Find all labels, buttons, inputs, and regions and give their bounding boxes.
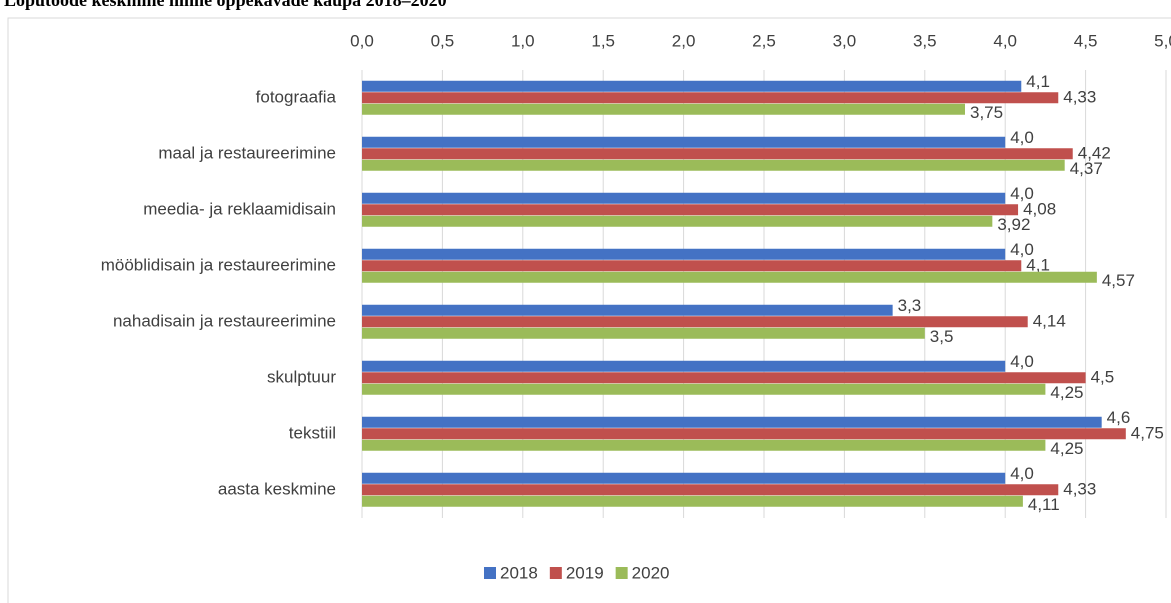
bar bbox=[362, 495, 1023, 507]
value-label: 4,75 bbox=[1131, 423, 1164, 442]
value-label: 4,08 bbox=[1023, 199, 1056, 218]
bar bbox=[362, 248, 1006, 260]
legend-label: 2018 bbox=[500, 563, 538, 582]
bar bbox=[362, 327, 925, 339]
value-label: 4,1 bbox=[1026, 72, 1050, 91]
legend-label: 2020 bbox=[632, 563, 670, 582]
bar bbox=[362, 80, 1022, 92]
value-label: 3,3 bbox=[898, 296, 922, 315]
x-tick-label: 0,0 bbox=[350, 31, 374, 50]
value-label: 4,37 bbox=[1070, 159, 1103, 178]
chart-frame bbox=[7, 17, 1171, 603]
bar bbox=[362, 360, 1006, 372]
y-tick-label: meedia- ja reklaamidisain bbox=[143, 199, 336, 218]
x-tick-label: 2,0 bbox=[672, 31, 696, 50]
x-tick-label: 4,5 bbox=[1074, 31, 1098, 50]
y-tick-label: skulptuur bbox=[267, 367, 336, 386]
value-label: 4,0 bbox=[1010, 184, 1034, 203]
bar bbox=[362, 159, 1065, 171]
legend-swatch bbox=[615, 567, 628, 579]
x-tick-label: 1,5 bbox=[591, 31, 615, 50]
y-tick-label: fotograafia bbox=[256, 87, 337, 106]
bar bbox=[362, 472, 1006, 484]
bar bbox=[362, 260, 1022, 272]
bar bbox=[362, 416, 1102, 428]
bar bbox=[362, 136, 1006, 148]
chart-title: Lõputööde keskmine hinne õppekavade kaup… bbox=[4, 0, 447, 10]
value-label: 3,75 bbox=[970, 103, 1003, 122]
x-tick-label: 0,5 bbox=[431, 31, 455, 50]
legend-swatch bbox=[484, 567, 496, 579]
value-label: 4,6 bbox=[1107, 408, 1131, 427]
value-label: 3,5 bbox=[930, 327, 954, 346]
bar bbox=[362, 383, 1046, 395]
value-label: 4,57 bbox=[1102, 271, 1135, 290]
value-label: 4,0 bbox=[1010, 352, 1034, 371]
value-label: 4,25 bbox=[1050, 383, 1083, 402]
bar bbox=[362, 316, 1028, 328]
bar bbox=[362, 439, 1046, 451]
y-tick-label: maal ja restaureerimine bbox=[158, 143, 336, 162]
bar bbox=[362, 92, 1059, 104]
value-label: 4,1 bbox=[1026, 255, 1050, 274]
value-label: 4,33 bbox=[1063, 479, 1096, 498]
value-label: 4,42 bbox=[1078, 143, 1111, 162]
bar bbox=[362, 304, 893, 316]
x-tick-label: 3,0 bbox=[833, 31, 857, 50]
value-label: 4,0 bbox=[1010, 128, 1034, 147]
bar bbox=[362, 372, 1086, 384]
x-tick-label: 4,0 bbox=[993, 31, 1017, 50]
bar bbox=[362, 484, 1059, 496]
x-tick-label: 5,0 bbox=[1154, 31, 1171, 50]
x-tick-label: 1,0 bbox=[511, 31, 535, 50]
bar bbox=[362, 215, 993, 227]
bar bbox=[362, 103, 965, 115]
value-label: 4,5 bbox=[1091, 367, 1115, 386]
bar bbox=[362, 204, 1019, 216]
value-label: 3,92 bbox=[997, 215, 1030, 234]
legend-swatch bbox=[549, 567, 562, 579]
y-tick-label: aasta keskmine bbox=[218, 479, 336, 498]
legend-label: 2019 bbox=[566, 563, 604, 582]
value-label: 4,11 bbox=[1028, 495, 1060, 514]
value-label: 4,33 bbox=[1063, 87, 1096, 106]
bar bbox=[362, 428, 1126, 440]
value-label: 4,0 bbox=[1010, 464, 1034, 483]
bar bbox=[362, 148, 1073, 160]
y-tick-label: nahadisain ja restaureerimine bbox=[113, 311, 336, 330]
bar bbox=[362, 192, 1006, 204]
value-label: 4,14 bbox=[1033, 311, 1066, 330]
bar bbox=[362, 271, 1097, 283]
y-tick-label: tekstiil bbox=[289, 423, 336, 442]
value-label: 4,0 bbox=[1010, 240, 1034, 259]
y-tick-label: mööblidisain ja restaureerimine bbox=[101, 255, 336, 274]
x-tick-label: 2,5 bbox=[752, 31, 776, 50]
x-tick-label: 3,5 bbox=[913, 31, 937, 50]
value-label: 4,25 bbox=[1050, 439, 1083, 458]
